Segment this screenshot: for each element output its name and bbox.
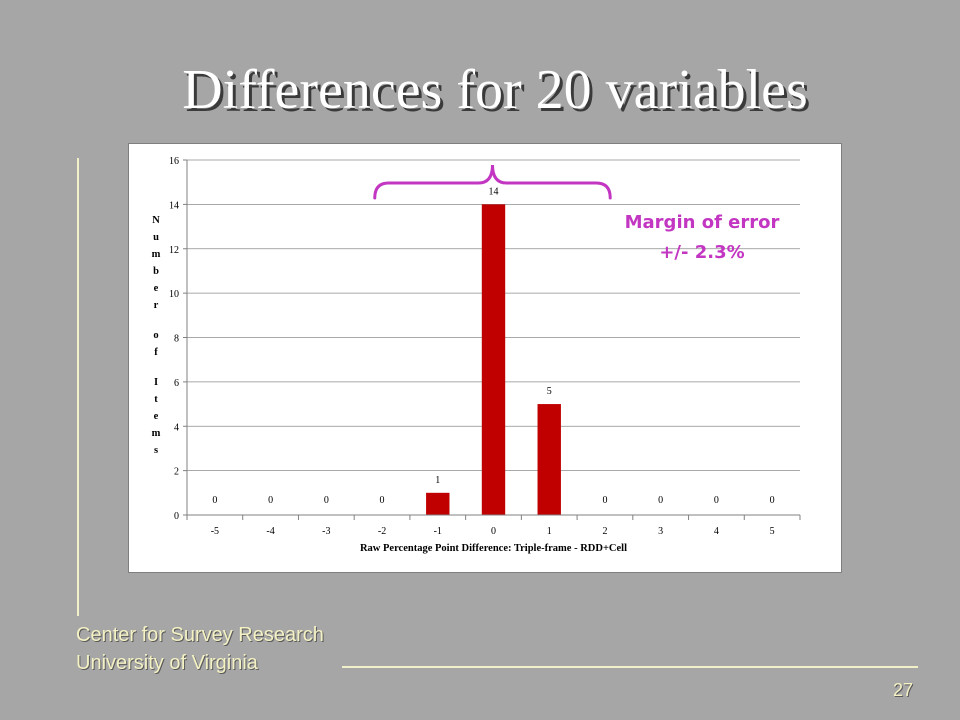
data-label: 0 bbox=[714, 495, 719, 506]
margin-of-error-value: +/- 2.3% bbox=[659, 242, 745, 263]
x-tick-label: 1 bbox=[547, 526, 552, 537]
x-tick-label: 4 bbox=[714, 526, 719, 537]
x-axis-title: Raw Percentage Point Difference: Triple-… bbox=[360, 543, 627, 554]
bar-chart: 02468101214160-50-40-30-21-1140510203040… bbox=[152, 156, 801, 554]
y-axis-title-letter: f bbox=[154, 347, 158, 358]
y-axis-title-letter: N bbox=[152, 215, 160, 226]
bar bbox=[426, 492, 450, 515]
data-label: 14 bbox=[489, 186, 499, 197]
bars bbox=[426, 204, 561, 515]
axes bbox=[183, 159, 801, 520]
y-tick-label: 8 bbox=[174, 334, 179, 345]
page-number: 27 bbox=[893, 680, 914, 700]
data-label: 0 bbox=[602, 495, 607, 506]
org-name: Center for Survey Research bbox=[76, 624, 324, 646]
x-tick-label: -3 bbox=[322, 526, 330, 537]
decorative-vertical-line bbox=[77, 158, 79, 616]
org-university: University of Virginia bbox=[76, 652, 258, 674]
x-tick-label: 2 bbox=[602, 526, 607, 537]
data-label: 1 bbox=[435, 475, 440, 486]
data-label: 0 bbox=[770, 495, 775, 506]
y-axis-title-letter: s bbox=[154, 445, 158, 456]
y-axis-title-letter: I bbox=[154, 377, 158, 388]
data-label: 0 bbox=[268, 495, 273, 506]
x-tick-label: 0 bbox=[491, 526, 496, 537]
y-axis-title-letter: r bbox=[154, 300, 159, 311]
y-axis-title-letter: e bbox=[154, 411, 159, 422]
y-tick-label: 6 bbox=[174, 378, 179, 389]
x-tick-label: -4 bbox=[266, 526, 274, 537]
y-axis-title-letter: t bbox=[154, 394, 158, 405]
chart-container: 0 2 4 6 8 10 12 14 16 0 -5 0 -4 0 -3 0 -2 1 -1 14 0 5 1 0 2 0 3 0 4 0… bbox=[128, 143, 842, 573]
y-axis-title-letter: m bbox=[152, 249, 161, 260]
data-label: 0 bbox=[212, 495, 217, 506]
y-axis-title-letter: e bbox=[154, 283, 159, 294]
y-tick-label: 4 bbox=[174, 422, 179, 433]
x-tick-label: -5 bbox=[211, 526, 219, 537]
data-label: 5 bbox=[547, 386, 552, 397]
y-tick-label: 10 bbox=[169, 289, 179, 300]
labels: 02468101214160-50-40-30-21-1140510203040… bbox=[152, 156, 775, 554]
y-tick-label: 12 bbox=[169, 245, 179, 256]
y-tick-label: 14 bbox=[169, 200, 179, 211]
margin-of-error-annotation: Margin of error +/- 2.3% bbox=[612, 208, 792, 268]
bar bbox=[537, 404, 561, 515]
y-tick-label: 0 bbox=[174, 511, 179, 522]
y-tick-label: 16 bbox=[169, 156, 179, 167]
y-axis-title-letter: u bbox=[153, 232, 159, 243]
y-axis-title-letter: m bbox=[152, 428, 161, 439]
y-axis-title-letter: o bbox=[153, 330, 158, 341]
x-tick-label: 3 bbox=[658, 526, 663, 537]
data-label: 0 bbox=[380, 495, 385, 506]
data-label: 0 bbox=[324, 495, 329, 506]
x-tick-label: -2 bbox=[378, 526, 386, 537]
y-axis-title-letter: b bbox=[153, 266, 159, 277]
decorative-horizontal-line bbox=[342, 666, 918, 668]
x-tick-label: 5 bbox=[770, 526, 775, 537]
margin-of-error-label: Margin of error bbox=[624, 212, 780, 233]
data-label: 0 bbox=[658, 495, 663, 506]
bar bbox=[481, 204, 506, 515]
y-tick-label: 2 bbox=[174, 467, 179, 478]
footer-organization: Center for Survey Research University of… bbox=[76, 621, 324, 677]
slide-title: Differences for 20 variables bbox=[182, 59, 808, 121]
x-tick-label: -1 bbox=[434, 526, 442, 537]
